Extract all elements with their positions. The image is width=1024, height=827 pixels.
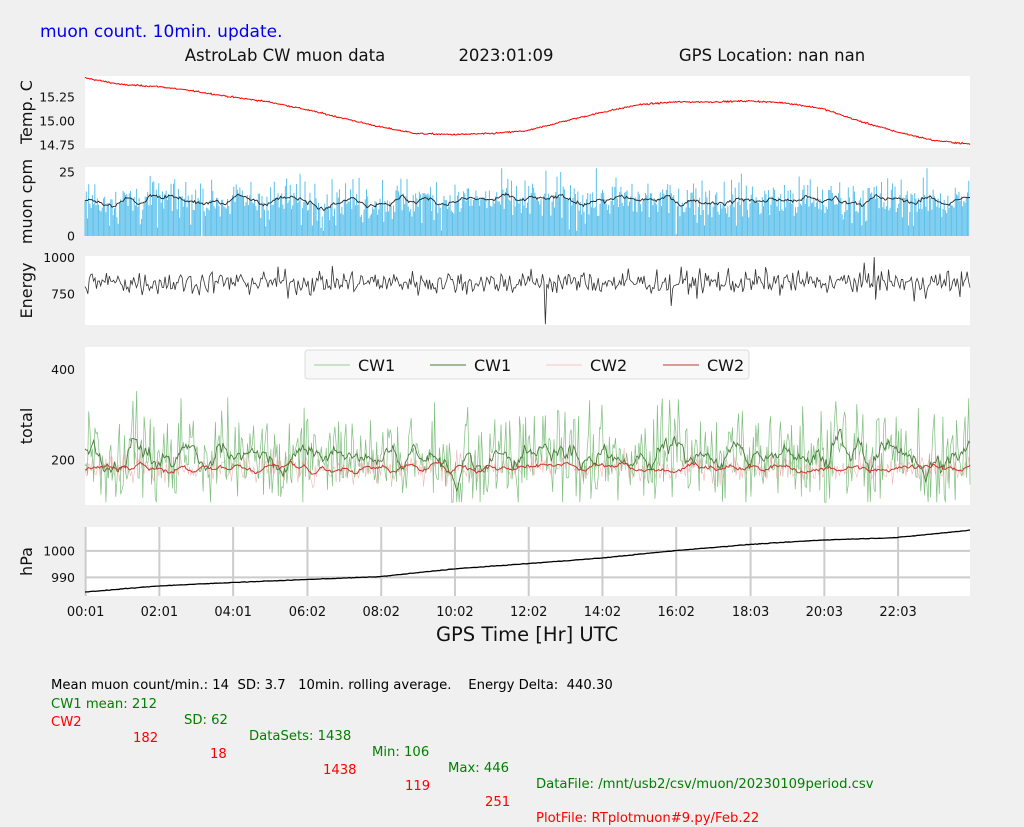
x-tick-label: 02:01 xyxy=(141,605,178,620)
cw2-mean: 182 xyxy=(133,731,159,746)
legend-label: CW1 xyxy=(358,356,395,375)
energy-ylabel: Energy xyxy=(17,262,36,318)
cw2-max: 251 xyxy=(485,795,511,810)
x-tick-label: 22:03 xyxy=(879,605,916,620)
muon-cpm-ytick-label: 25 xyxy=(59,165,75,180)
total-legend: CW1 CW1 CW2 CW2 xyxy=(304,349,750,380)
muon-cpm-panel: 25 0 muon cpm xyxy=(17,159,971,244)
temperature-plot-area xyxy=(85,76,970,148)
muon-cpm-average-line xyxy=(84,193,971,212)
muon-cpm-ytick-label: 0 xyxy=(67,229,75,244)
temperature-ylabel: Temp. C xyxy=(17,80,36,145)
total-panel: 400 200 total CW1 CW1 CW2 CW2 xyxy=(17,347,971,505)
cw1-max: Max: 446 xyxy=(448,761,510,776)
cw2-label: CW2 xyxy=(51,715,82,730)
x-tick-label: 00:01 xyxy=(67,605,104,620)
cw1-mean: CW1 mean: 212 xyxy=(51,697,158,712)
update-note: muon count. 10min. update. xyxy=(40,22,282,42)
x-tick-label: 16:02 xyxy=(657,605,694,620)
x-tick-label: 20:03 xyxy=(806,605,843,620)
cw2-datasets: 1438 xyxy=(323,763,357,778)
x-tick-label: 08:02 xyxy=(362,605,399,620)
x-axis-label: GPS Time [Hr] UTC xyxy=(436,623,618,646)
cw2-sd: 18 xyxy=(210,747,227,762)
cw1-average-line xyxy=(84,428,971,493)
temperature-ytick-label: 14.75 xyxy=(39,138,75,153)
cw1-datafile: DataFile: /mnt/usb2/csv/muon/20230109per… xyxy=(536,777,874,792)
cw1-min: Min: 106 xyxy=(372,745,430,760)
energy-line xyxy=(84,257,971,325)
pressure-panel: 1000 990 hPa xyxy=(17,527,971,596)
x-tick-label: 06:02 xyxy=(289,605,326,620)
temperature-line xyxy=(84,76,971,145)
x-tick-label: 12:02 xyxy=(510,605,547,620)
stats-line-cw2: CW2 182 18 1438 119 251 PlotFile: RTplot… xyxy=(51,699,759,827)
energy-ytick-label: 750 xyxy=(51,287,75,302)
cw2-plotfile: PlotFile: RTplotmuon#9.py/Feb.22 xyxy=(536,811,760,826)
pressure-plot-area xyxy=(85,527,970,596)
x-tick-label: 18:03 xyxy=(732,605,769,620)
chart-title: AstroLab CW muon data xyxy=(185,46,385,65)
stats-line-1: Mean muon count/min.: 14 SD: 3.7 10min. … xyxy=(51,662,613,694)
legend-label: CW2 xyxy=(590,356,627,375)
x-tick-label: 14:02 xyxy=(584,605,621,620)
temperature-ytick-label: 15.00 xyxy=(39,114,75,129)
energy-ytick-label: 1000 xyxy=(43,250,75,265)
pressure-ylabel: hPa xyxy=(17,547,36,576)
cw1-raw-line xyxy=(84,390,971,503)
pressure-ytick-label: 1000 xyxy=(43,543,75,558)
x-tick-label: 04:01 xyxy=(214,605,251,620)
legend-label: CW1 xyxy=(474,356,511,375)
temperature-ytick-label: 15.25 xyxy=(39,90,75,105)
gps-location: GPS Location: nan nan xyxy=(679,46,865,65)
pressure-line xyxy=(84,529,971,593)
x-tick-label: 10:02 xyxy=(436,605,473,620)
pressure-ytick-label: 990 xyxy=(51,570,75,585)
muon-cpm-bars xyxy=(84,168,970,236)
legend-label: CW2 xyxy=(707,356,744,375)
stats-summary: Mean muon count/min.: 14 SD: 3.7 10min. … xyxy=(51,678,613,693)
total-ytick-label: 200 xyxy=(51,452,75,467)
energy-plot-area xyxy=(85,256,970,325)
cw2-average-line xyxy=(84,459,971,475)
figure: muon count. 10min. update. AstroLab CW m… xyxy=(17,22,971,646)
cw2-min: 119 xyxy=(405,779,431,794)
cw1-sd: SD: 62 xyxy=(184,713,228,728)
energy-panel: 1000 750 Energy xyxy=(17,250,971,325)
legend-box xyxy=(304,349,750,380)
chart-date: 2023:01:09 xyxy=(458,46,553,65)
total-ytick-label: 400 xyxy=(51,362,75,377)
total-ylabel: total xyxy=(17,408,36,445)
cw1-datasets: DataSets: 1438 xyxy=(249,729,352,744)
muon-cpm-ylabel: muon cpm xyxy=(17,159,36,244)
